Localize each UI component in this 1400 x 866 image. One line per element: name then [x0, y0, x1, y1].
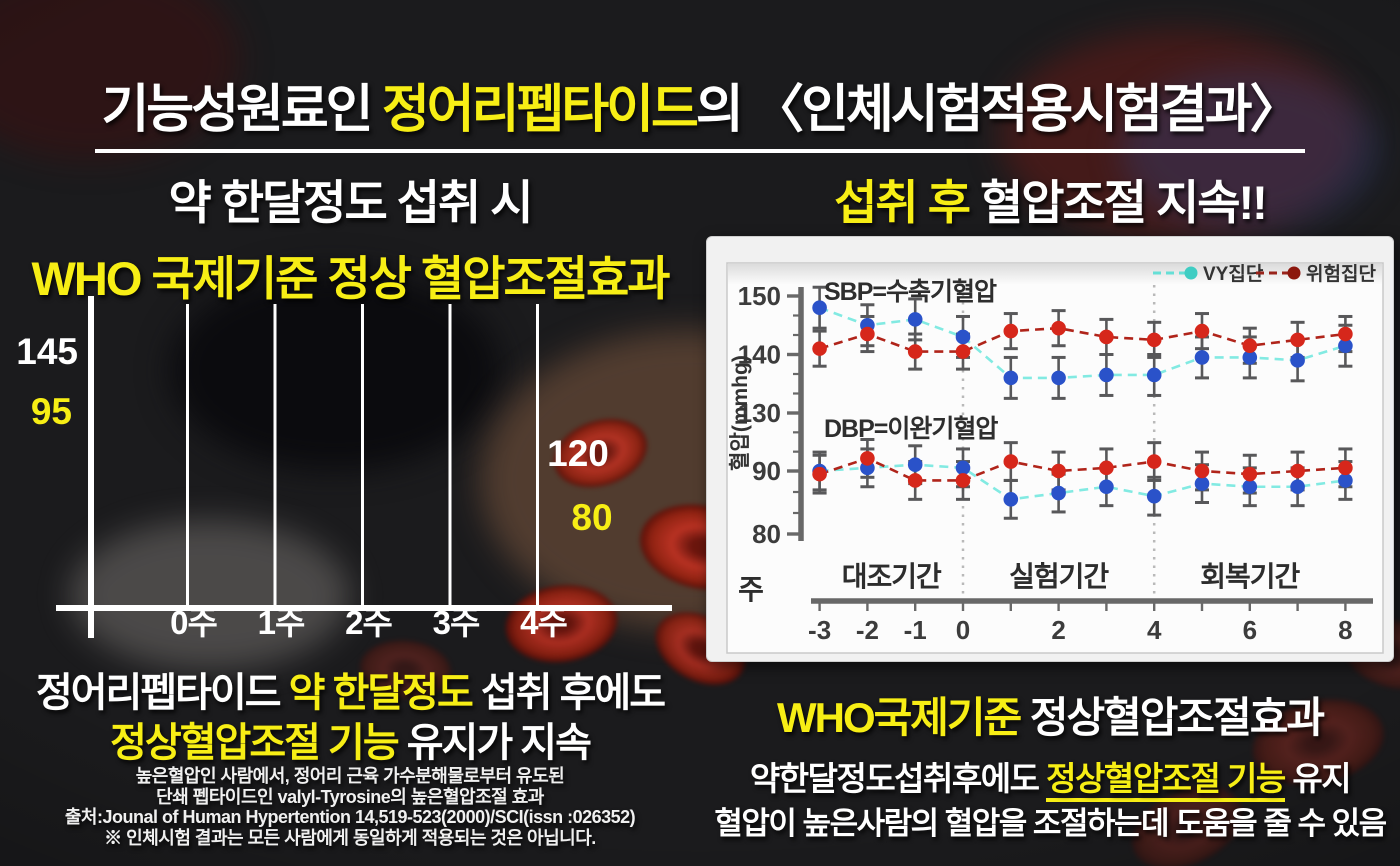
svg-text:SBP=수축기혈압: SBP=수축기혈압 [824, 278, 997, 306]
svg-text:2: 2 [1051, 615, 1065, 645]
left-result1-highlight: 약 한달정도 [288, 671, 474, 715]
left-result2-highlight: 정상혈압조절 기능 [110, 721, 400, 765]
svg-text:80: 80 [752, 519, 781, 549]
right-result2-part3: 유지 [1284, 760, 1351, 797]
left-result2-part2: 유지가 지속 [397, 721, 592, 765]
svg-text:혈압(mmhg): 혈압(mmhg) [729, 355, 752, 471]
title-part2: 의 〈인체시험적용시험결과〉 [695, 80, 1302, 139]
svg-text:95: 95 [31, 391, 72, 432]
svg-text:6: 6 [1243, 615, 1257, 645]
svg-text:위험집단: 위험집단 [1306, 263, 1376, 285]
svg-text:VY집단: VY집단 [1203, 263, 1264, 285]
footnote-line: 단쇄 펩타이드인 valyl-Tyrosine의 높은혈압조절 효과 [156, 786, 544, 807]
left-result1-part1: 정어리펩타이드 [35, 671, 289, 715]
svg-text:145: 145 [16, 331, 78, 372]
right-result-line3: 혈압이 높은사람의 혈압을 조절하는데 도움을 줄 수 있음 [714, 806, 1387, 841]
right-headline: 섭취 후 혈압조절 지속!! [700, 164, 1400, 233]
title-highlight: 정어리펩타이드 [381, 80, 699, 139]
svg-text:8: 8 [1338, 615, 1352, 645]
svg-text:4: 4 [1147, 615, 1162, 645]
right-result2-highlight: 정상혈압조절 기능 [1046, 760, 1286, 802]
clinical-chart-panel: 150 140 130 90 80 혈압(mmhg) -3 -2 -1 0 2 4 6 8 주 대조기간 실험기… [706, 236, 1394, 662]
right-headline-highlight: 섭취 후 [834, 176, 971, 229]
svg-text:-1: -1 [904, 615, 927, 645]
footnote-line: 높은혈압인 사람에서, 정어리 근육 가수분해물로부터 유도된 [135, 766, 565, 786]
footnote-disclaimer: ※ 인체시험 결과는 모든 사람에게 동일하게 적용되는 것은 아닙니다. [104, 827, 596, 848]
right-result1-highlight: WHO국제기준 [777, 694, 1030, 741]
svg-text:DBP=이완기혈압: DBP=이완기혈압 [824, 415, 998, 443]
svg-text:150: 150 [738, 281, 781, 311]
left-headline-line1: 약 한달정도 섭취 시 [168, 176, 533, 229]
svg-text:80: 80 [571, 497, 612, 538]
left-result1-part2: 섭취 후에도 [471, 671, 666, 715]
right-result-line2: 약한달정도섭취후에도 정상혈압조절 기능 유지 [700, 752, 1400, 802]
footnote-line: 출처:Jounal of Human Hypertention 14,519-5… [64, 807, 636, 827]
svg-text:주: 주 [738, 574, 764, 605]
svg-text:회복기간: 회복기간 [1200, 561, 1300, 592]
right-headline-part2: 혈압조절 지속!! [968, 176, 1268, 229]
title-part1: 기능성원료인 [101, 80, 382, 139]
right-result1-part2: 정상혈압조절효과 [1029, 694, 1325, 741]
svg-text:실험기간: 실험기간 [1009, 561, 1109, 592]
right-result2-part1: 약한달정도섭취후에도 [749, 760, 1047, 797]
svg-text:대조기간: 대조기간 [842, 561, 942, 592]
svg-text:90: 90 [752, 456, 781, 486]
svg-text:120: 120 [547, 433, 609, 474]
svg-text:-3: -3 [808, 615, 831, 645]
left-result-line2: 정상혈압조절 기능 유지가 지속 [0, 710, 700, 768]
left-footnotes: 높은혈압인 사람에서, 정어리 근육 가수분해물로부터 유도된 단쇄 펩타이드인… [0, 766, 700, 848]
page-title-text: 기능성원료인 정어리펩타이드의 〈인체시험적용시험결과〉 [95, 67, 1305, 153]
svg-text:-2: -2 [856, 615, 879, 645]
svg-text:0: 0 [956, 615, 970, 645]
right-result-line1: WHO국제기준 정상혈압조절효과 [700, 684, 1400, 745]
